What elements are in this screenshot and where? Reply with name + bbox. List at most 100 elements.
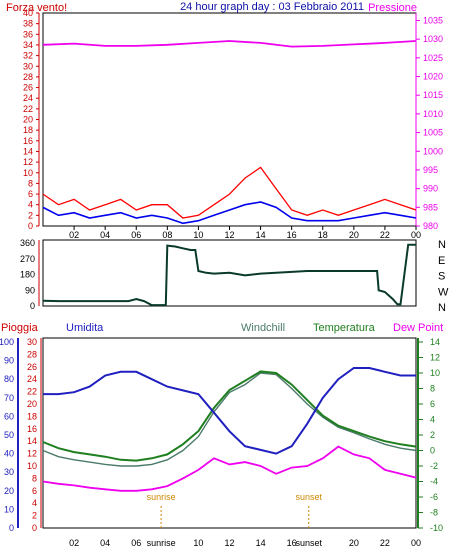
sun-markers: sunrise sunset sunrise sunset xyxy=(147,492,323,548)
humidity-y-tick: 100 xyxy=(0,337,14,347)
rain-y-tick: 24 xyxy=(27,374,37,384)
pressure-y-tick: 1030 xyxy=(423,34,443,44)
wind-x-tick: 12 xyxy=(224,230,234,240)
wind-y-tick: 40 xyxy=(23,8,33,18)
thermo-x-tick: 14 xyxy=(256,538,266,548)
wind-x-tick: 10 xyxy=(193,230,203,240)
wind-x-tick: 16 xyxy=(287,230,297,240)
wind-x-tick: 02 xyxy=(69,230,79,240)
wind-y-tick: 2 xyxy=(28,210,33,220)
direction-y-tick: 360 xyxy=(20,238,35,248)
wind-x-tick: 08 xyxy=(162,230,172,240)
thermo-x-tick: 06 xyxy=(131,538,141,548)
humidity-y-tick: 30 xyxy=(4,467,14,477)
pressure-y-tick: 1005 xyxy=(423,128,443,138)
pressure-y-tick: 1015 xyxy=(423,90,443,100)
sunset-label: sunset xyxy=(295,492,322,502)
thermo-x-tick: 00 xyxy=(411,538,421,548)
humidity-y-tick: 10 xyxy=(4,504,14,514)
pressure-y-tick: 985 xyxy=(423,202,438,212)
direction-compass-label: N xyxy=(438,302,446,314)
rain-y-tick: 10 xyxy=(27,461,37,471)
wind-y-tick: 24 xyxy=(23,93,33,103)
wind-x-tick: 18 xyxy=(318,230,328,240)
rain-y-tick: 0 xyxy=(32,523,37,533)
humidity-y-tick: 80 xyxy=(4,374,14,384)
temperature-y-tick: 8 xyxy=(430,384,435,394)
legend-rain: Pioggia xyxy=(1,322,39,334)
thermo-x-tick: 16 xyxy=(287,538,297,548)
pressure-y-tick: 990 xyxy=(423,184,438,194)
windchill-line xyxy=(42,372,417,467)
wind-series xyxy=(42,166,417,225)
temperature-y-tick: 6 xyxy=(430,399,435,409)
legend-windchill: Windchill xyxy=(241,322,285,334)
temperature-y-tick: -4 xyxy=(430,477,438,487)
wind-y-tick: 4 xyxy=(28,200,33,210)
temperature-y-tick: 10 xyxy=(430,368,440,378)
wind-x-tick: 04 xyxy=(100,230,110,240)
rain-y-tick: 20 xyxy=(27,399,37,409)
wind-y-tick: 30 xyxy=(23,61,33,71)
humidity-y-tick: 40 xyxy=(4,449,14,459)
sunset-axis-label: sunset xyxy=(295,538,322,548)
thermo-x-tick: 12 xyxy=(224,538,234,548)
direction-y-ticks: 0 90 180 270 360 xyxy=(20,238,35,311)
wind-x-tick: 20 xyxy=(349,230,359,240)
legend-temperature: Temperatura xyxy=(313,322,376,334)
wind-x-tick: 22 xyxy=(380,230,390,240)
direction-line xyxy=(42,243,416,307)
wind-y-tick: 38 xyxy=(23,19,33,29)
rain-y-tick: 26 xyxy=(27,362,37,372)
sunrise-label: sunrise xyxy=(147,492,176,502)
rain-y-tick: 6 xyxy=(32,486,37,496)
direction-y-tick: 0 xyxy=(30,301,35,311)
direction-y-tick: 180 xyxy=(20,270,35,280)
wind-x-tick: 00 xyxy=(411,230,421,240)
wind-x-ticks: 02 04 06 08 10 12 14 16 18 20 22 00 xyxy=(69,226,421,240)
wind-y-tick: 16 xyxy=(23,136,33,146)
rain-y-tick: 22 xyxy=(27,387,37,397)
temperature-y-tick: -6 xyxy=(430,492,438,502)
wind-y-tick: 22 xyxy=(23,104,33,114)
wind-gust-line xyxy=(42,166,417,219)
rain-y-tick: 8 xyxy=(32,473,37,483)
rain-y-tick: 30 xyxy=(27,337,37,347)
temperature-line xyxy=(42,370,417,462)
direction-compass-label: W xyxy=(438,286,449,298)
thermo-x-tick: 02 xyxy=(69,538,79,548)
pressure-y-tick: 1000 xyxy=(423,146,443,156)
wind-x-tick: 14 xyxy=(256,230,266,240)
direction-series xyxy=(42,243,416,307)
pressure-y-tick: 1025 xyxy=(423,53,443,63)
pressure-y-ticks: 980 985 990 995 1000 1005 1010 1015 1020 1025 1030… xyxy=(416,15,443,231)
dewpoint-line xyxy=(42,445,417,492)
wind-y-tick: 18 xyxy=(23,125,33,135)
wind-y-tick: 28 xyxy=(23,72,33,82)
pressure-y-tick: 1010 xyxy=(423,109,443,119)
pressure-line xyxy=(42,40,417,48)
wind-y-tick: 26 xyxy=(23,83,33,93)
thermo-x-tick: 20 xyxy=(349,538,359,548)
thermo-panel-frame xyxy=(42,337,417,529)
wind-y-tick: 10 xyxy=(23,168,33,178)
chart-title: 24 hour graph day : 03 Febbraio 2011 xyxy=(180,1,364,13)
wind-y-tick: 34 xyxy=(23,40,33,50)
sunrise-axis-label: sunrise xyxy=(147,538,176,548)
rain-y-tick: 2 xyxy=(32,511,37,521)
temperature-y-tick: 0 xyxy=(430,446,435,456)
rain-y-tick: 4 xyxy=(32,498,37,508)
humidity-y-ticks: 0 10 20 30 40 50 60 70 80 90 100 xyxy=(0,337,14,533)
wind-x-tick: 06 xyxy=(131,230,141,240)
temperature-y-ticks: -10 -8 -6 -4 -2 0 2 4 6 8 10 12 14 xyxy=(418,337,443,533)
legend-humidity: Umidita xyxy=(66,322,104,334)
rain-y-tick: 14 xyxy=(27,436,37,446)
wind-y-tick: 36 xyxy=(23,29,33,39)
temperature-y-tick: -8 xyxy=(430,508,438,518)
wind-y-tick: 20 xyxy=(23,115,33,125)
direction-y-tick: 90 xyxy=(25,285,35,295)
